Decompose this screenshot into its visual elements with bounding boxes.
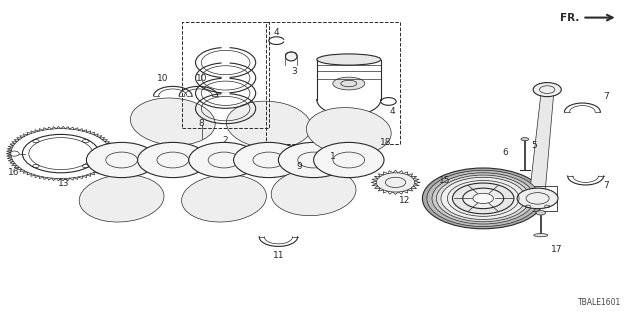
Circle shape [441,177,525,220]
Text: 15: 15 [439,176,451,185]
Circle shape [278,142,349,178]
Text: 7: 7 [604,181,609,190]
Circle shape [432,173,534,224]
Text: 16: 16 [8,168,20,177]
Ellipse shape [534,234,548,237]
Text: TBALE1601: TBALE1601 [577,298,621,307]
Circle shape [138,142,208,178]
Circle shape [189,142,259,178]
Text: 12: 12 [399,196,411,204]
Ellipse shape [285,52,297,61]
Ellipse shape [182,175,266,222]
Text: 9: 9 [297,162,302,171]
Circle shape [234,142,304,178]
Ellipse shape [333,77,365,90]
Text: 10: 10 [196,74,207,83]
Text: 2: 2 [223,136,228,145]
Text: 5: 5 [532,141,537,150]
Circle shape [533,83,561,97]
Text: 10: 10 [157,74,169,83]
Ellipse shape [521,138,529,141]
Text: 4: 4 [390,107,395,116]
Bar [509,186,557,211]
Circle shape [452,183,514,214]
Text: FR.: FR. [560,12,579,23]
Bar [367,141,373,149]
Text: 17: 17 [551,245,563,254]
Text: 1: 1 [330,152,335,161]
Circle shape [473,193,493,204]
Text: 4: 4 [274,28,279,36]
Bar [266,22,400,144]
Circle shape [427,170,540,227]
Ellipse shape [79,175,164,222]
Text: 7: 7 [604,92,609,100]
Text: 13: 13 [58,180,70,188]
Ellipse shape [317,54,381,65]
Circle shape [517,188,558,209]
Ellipse shape [227,101,311,148]
Ellipse shape [307,108,391,155]
Circle shape [436,175,530,222]
Bar [182,22,269,128]
Polygon shape [530,95,554,190]
Circle shape [314,142,384,178]
Circle shape [422,168,544,229]
Text: 11: 11 [273,252,284,260]
Circle shape [376,173,415,192]
Text: 6: 6 [503,148,508,156]
Ellipse shape [536,211,545,215]
Text: 18: 18 [380,138,392,147]
Circle shape [463,188,504,209]
Text: 3: 3 [292,67,297,76]
Ellipse shape [271,168,356,216]
Ellipse shape [131,98,215,145]
Circle shape [86,142,157,178]
Text: 8: 8 [199,119,204,128]
